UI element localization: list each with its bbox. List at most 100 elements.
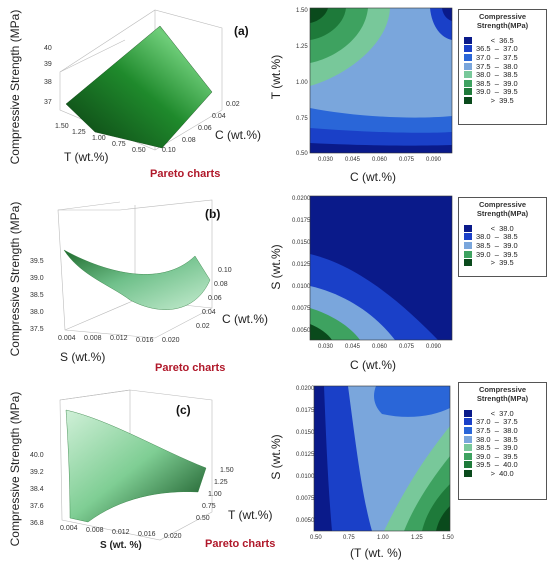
- xtick: 0.50: [310, 535, 322, 541]
- ytick: 0.02: [196, 323, 210, 330]
- ztick: 37.5: [30, 326, 44, 333]
- legend-label: 38.0 – 38.5: [476, 70, 518, 80]
- legend-a-rows: < 36.5 36.5 – 37.0 37.0 – 37.5 37.5 – 38.0 3…: [459, 36, 546, 105]
- legend-a-title: Compressive Strength(MPa): [459, 10, 546, 30]
- xtick: 0.004: [58, 335, 76, 342]
- surface-a-ylabel: T (wt.%): [64, 150, 109, 164]
- legend-swatch: [464, 79, 472, 87]
- legend-b-rows: < 38.0 38.0 – 38.5 38.5 – 39.0 39.0 – 39.5 …: [459, 224, 546, 267]
- legend-label: < 37.0: [476, 408, 514, 418]
- legend-label: 37.5 – 38.0: [476, 61, 518, 71]
- legend-label: < 38.0: [476, 223, 514, 233]
- ytick: 0.0200: [296, 386, 315, 392]
- surface-b-yticks: 0.10 0.08 0.06 0.04 0.02: [196, 267, 232, 330]
- legend-b-title: Compressive Strength(MPa): [459, 198, 546, 218]
- legend-swatch: [464, 62, 472, 70]
- surface-c-yticks: 1.50 1.25 1.00 0.75 0.50: [196, 467, 234, 522]
- legend-label: 38.5 – 39.0: [476, 78, 518, 88]
- legend-entry: < 36.5: [459, 36, 546, 45]
- ytick: 0.04: [202, 309, 216, 316]
- legend-entry: 37.0 – 37.5: [459, 53, 546, 62]
- contour-c-band: [348, 386, 450, 417]
- ztick: 39: [44, 61, 52, 68]
- legend-entry: 37.5 – 38.0: [459, 426, 546, 435]
- legend-swatch: [464, 71, 472, 79]
- xtick: 0.075: [399, 157, 415, 163]
- xtick: 0.045: [345, 344, 361, 350]
- contour-c-yticks: 0.0200 0.0175 0.0150 0.0125 0.0100 0.007…: [296, 386, 315, 524]
- xtick: 0.10: [162, 147, 176, 154]
- ytick: 0.50: [296, 151, 308, 157]
- ytick: 0.0075: [296, 496, 315, 502]
- legend-entry: 38.5 – 39.0: [459, 79, 546, 88]
- legend-entry: < 38.0: [459, 224, 546, 233]
- contour-b-yticks: 0.0200 0.0175 0.0150 0.0125 0.0100 0.007…: [292, 196, 311, 334]
- ztick: 37.6: [30, 503, 44, 510]
- pareto-link-a[interactable]: Pareto charts: [150, 168, 221, 180]
- ytick: 0.06: [208, 295, 222, 302]
- ytick: 1.50: [55, 123, 69, 130]
- ztick: 36.8: [30, 520, 44, 527]
- contour-b-xticks: 0.030 0.045 0.060 0.075 0.090: [318, 344, 442, 350]
- ytick: 1.00: [296, 80, 308, 86]
- legend-label: 38.0 – 38.5: [476, 232, 518, 242]
- legend-swatch: [464, 452, 472, 460]
- legend-label: > 40.0: [476, 468, 514, 478]
- legend-swatch: [464, 233, 472, 241]
- surface-plot-b: 39.5 39.0 38.5 38.0 37.5 0.004 0.008 0.0…: [30, 199, 232, 344]
- ytick: 1.50: [296, 8, 308, 14]
- xtick: 0.08: [182, 137, 196, 144]
- legend-entry: > 39.5: [459, 96, 546, 105]
- ytick: 0.0150: [296, 430, 315, 436]
- legend-label: > 39.5: [476, 95, 514, 105]
- contour-b-ylabel: S (wt.%): [269, 244, 283, 290]
- legend-label: 38.5 – 39.0: [476, 443, 518, 453]
- xtick: 0.030: [318, 344, 334, 350]
- contour-c-xticks: 0.50 0.75 1.00 1.25 1.50: [310, 535, 454, 541]
- legend-label: 38.0 – 38.5: [476, 434, 518, 444]
- xtick: 0.06: [198, 125, 212, 132]
- surface-b-mesh: [63, 249, 211, 310]
- ytick: 0.0125: [296, 452, 315, 458]
- legend-entry: 36.5 – 37.0: [459, 44, 546, 53]
- ztick: 39.0: [30, 275, 44, 282]
- ztick: 38.0: [30, 309, 44, 316]
- legend-entry: 38.0 – 38.5: [459, 435, 546, 444]
- legend-c: Compressive Strength(MPa) < 37.0 37.0 – 3…: [458, 382, 547, 500]
- legend-c-rows: < 37.0 37.0 – 37.5 37.5 – 38.0 38.0 – 38.5 3…: [459, 409, 546, 478]
- contour-plot-a: 1.50 1.25 1.00 0.75 0.50 0.030 0.045 0.0…: [296, 7, 453, 163]
- legend-label: 37.0 – 37.5: [476, 417, 518, 427]
- legend-label: 39.5 – 40.0: [476, 460, 518, 470]
- legend-swatch: [464, 96, 472, 104]
- contour-b-xlabel: C (wt.%): [350, 358, 396, 372]
- ytick: 1.25: [72, 129, 86, 136]
- contour-a-ylabel: T (wt.%): [269, 54, 283, 100]
- panel-b-label: (b): [205, 207, 221, 221]
- contour-a-xlabel: C (wt.%): [350, 170, 396, 184]
- legend-swatch: [464, 36, 472, 44]
- ztick: 37: [44, 99, 52, 106]
- legend-label: 37.5 – 38.0: [476, 425, 518, 435]
- legend-swatch: [464, 418, 472, 426]
- legend-label: 39.0 – 39.5: [476, 451, 518, 461]
- ztick: 38.5: [30, 292, 44, 299]
- xtick: 1.00: [377, 535, 389, 541]
- legend-swatch: [464, 444, 472, 452]
- xtick: 0.060: [372, 344, 388, 350]
- legend-swatch: [464, 53, 472, 61]
- xtick: 0.008: [84, 335, 102, 342]
- pareto-link-c[interactable]: Pareto charts: [205, 538, 276, 550]
- pareto-link-b[interactable]: Pareto charts: [155, 362, 226, 374]
- xtick: 0.060: [372, 157, 388, 163]
- ytick: 0.0175: [296, 408, 315, 414]
- legend-entry: 39.0 – 39.5: [459, 250, 546, 259]
- ytick: 0.50: [196, 515, 210, 522]
- legend-entry: > 39.5: [459, 258, 546, 267]
- xtick: 0.04: [212, 113, 226, 120]
- ytick: 0.75: [296, 116, 308, 122]
- ytick: 0.0100: [296, 474, 315, 480]
- legend-swatch: [464, 409, 472, 417]
- surface-a-xlabel: C (wt.%): [215, 128, 261, 142]
- xtick: 0.016: [138, 531, 156, 538]
- legend-title-line: Strength(MPa): [476, 21, 529, 30]
